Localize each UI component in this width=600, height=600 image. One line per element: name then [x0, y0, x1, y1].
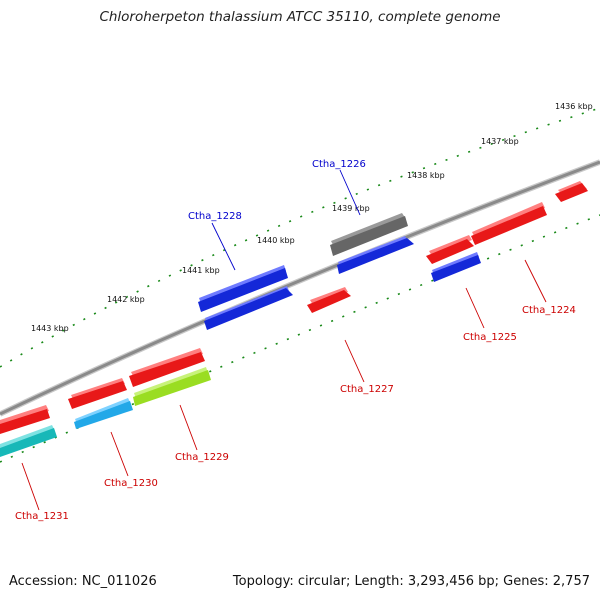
accession-text: Accession: NC_011026: [9, 574, 157, 589]
feature-f11[interactable]: [133, 367, 211, 406]
kbp-label-1436: 1436 kbp: [555, 102, 593, 111]
feature-f6[interactable]: [337, 236, 414, 274]
leader-ctha-1226: [339, 169, 361, 216]
leader-ctha-1229: [179, 404, 198, 451]
feature-f13[interactable]: [74, 398, 133, 429]
gene-label-ctha-1228: Ctha_1228: [188, 211, 242, 222]
gene-label-ctha-1225: Ctha_1225: [463, 332, 517, 343]
genome-stats-text: Topology: circular; Length: 3,293,456 bp…: [232, 574, 590, 589]
feature-f12[interactable]: [68, 378, 127, 409]
kbp-label-1438: 1438 kbp: [407, 171, 445, 180]
kbp-label-1443: 1443 kbp: [31, 324, 69, 333]
feature-f8[interactable]: [198, 265, 288, 312]
feature-f1[interactable]: [555, 181, 588, 202]
gene-label-ctha-1229: Ctha_1229: [175, 452, 229, 463]
feature-f10[interactable]: [129, 348, 205, 387]
kbp-label-1440: 1440 kbp: [257, 236, 295, 245]
leader-ctha-1225: [465, 287, 485, 329]
kbp-label-1441: 1441 kbp: [182, 266, 220, 275]
genome-backbone: [0, 159, 600, 417]
kbp-label-1437: 1437 kbp: [481, 137, 519, 146]
feature-f15[interactable]: [0, 425, 57, 457]
gene-label-ctha-1230: Ctha_1230: [104, 478, 158, 489]
feature-f3[interactable]: [426, 235, 474, 264]
gene-label-ctha-1231: Ctha_1231: [15, 511, 69, 522]
kbp-label-1439: 1439 kbp: [332, 204, 370, 213]
map-title: Chloroherpeton thalassium ATCC 35110, co…: [99, 9, 501, 25]
kbp-label-1442: 1442 kbp: [107, 295, 145, 304]
genome-backbone-core: [0, 160, 600, 416]
gene-label-ctha-1227: Ctha_1227: [340, 384, 394, 395]
feature-f5[interactable]: [330, 213, 408, 256]
leader-ctha-1230: [110, 431, 129, 477]
leader-ctha-1227: [344, 339, 365, 383]
leader-ctha-1231: [21, 462, 40, 511]
leader-ctha-1224: [524, 259, 547, 303]
feature-f4[interactable]: [431, 252, 481, 282]
gene-label-ctha-1224: Ctha_1224: [522, 305, 576, 316]
feature-f2[interactable]: [471, 202, 547, 245]
gene-label-ctha-1226: Ctha_1226: [312, 159, 366, 170]
leader-ctha-1228: [211, 222, 236, 271]
feature-f7[interactable]: [307, 287, 351, 313]
feature-f9[interactable]: [204, 286, 293, 330]
feature-f14[interactable]: [0, 405, 50, 434]
outer-tick-track: [0, 107, 600, 368]
